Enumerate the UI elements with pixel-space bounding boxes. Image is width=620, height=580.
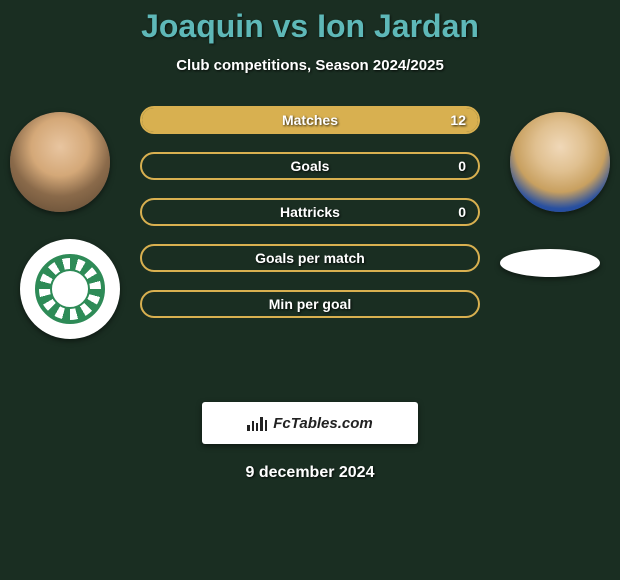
player-left-avatar [10,112,110,212]
stat-label: Matches [282,112,338,128]
player-right-avatar [510,112,610,212]
stat-label: Min per goal [269,296,351,312]
brand-text: FcTables.com [273,415,372,432]
club-right-badge [500,249,600,277]
club-left-badge [20,239,120,339]
main-area: Matches 12 Goals 0 Hattricks 0 Goals per… [0,104,620,384]
subtitle: Club competitions, Season 2024/2025 [0,57,620,74]
comparison-card: Joaquin vs Ion Jardan Club competitions,… [0,0,620,482]
avatar-image [510,112,610,212]
branding-badge[interactable]: FcTables.com [202,402,418,444]
stat-bar-gpm: Goals per match [140,244,480,272]
stat-label: Goals [291,158,330,174]
chart-icon [247,415,267,431]
stat-value-right: 0 [458,158,466,174]
stat-bar-mpg: Min per goal [140,290,480,318]
stat-bar-matches: Matches 12 [140,106,480,134]
stat-label: Hattricks [280,204,340,220]
stat-bar-hattricks: Hattricks 0 [140,198,480,226]
stat-bar-goals: Goals 0 [140,152,480,180]
stat-bars: Matches 12 Goals 0 Hattricks 0 Goals per… [140,106,480,318]
avatar-image [10,112,110,212]
stat-value-right: 12 [450,112,466,128]
stat-label: Goals per match [255,250,365,266]
stat-value-right: 0 [458,204,466,220]
betis-crest-icon [35,254,105,324]
date-label: 9 december 2024 [0,464,620,482]
page-title: Joaquin vs Ion Jardan [0,8,620,45]
